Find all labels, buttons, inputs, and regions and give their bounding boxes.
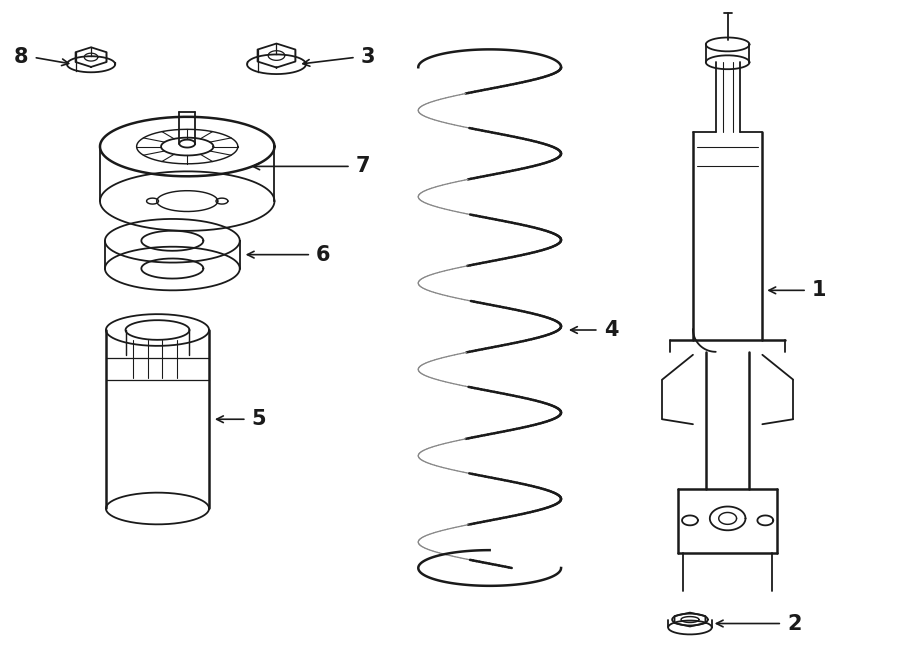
Text: 4: 4 <box>604 320 618 340</box>
Text: 5: 5 <box>252 409 266 429</box>
Text: 7: 7 <box>356 157 370 176</box>
Text: 6: 6 <box>316 245 330 264</box>
Text: 1: 1 <box>812 280 826 300</box>
Text: 2: 2 <box>788 613 802 633</box>
Text: 3: 3 <box>361 48 375 67</box>
Text: 8: 8 <box>14 48 29 67</box>
